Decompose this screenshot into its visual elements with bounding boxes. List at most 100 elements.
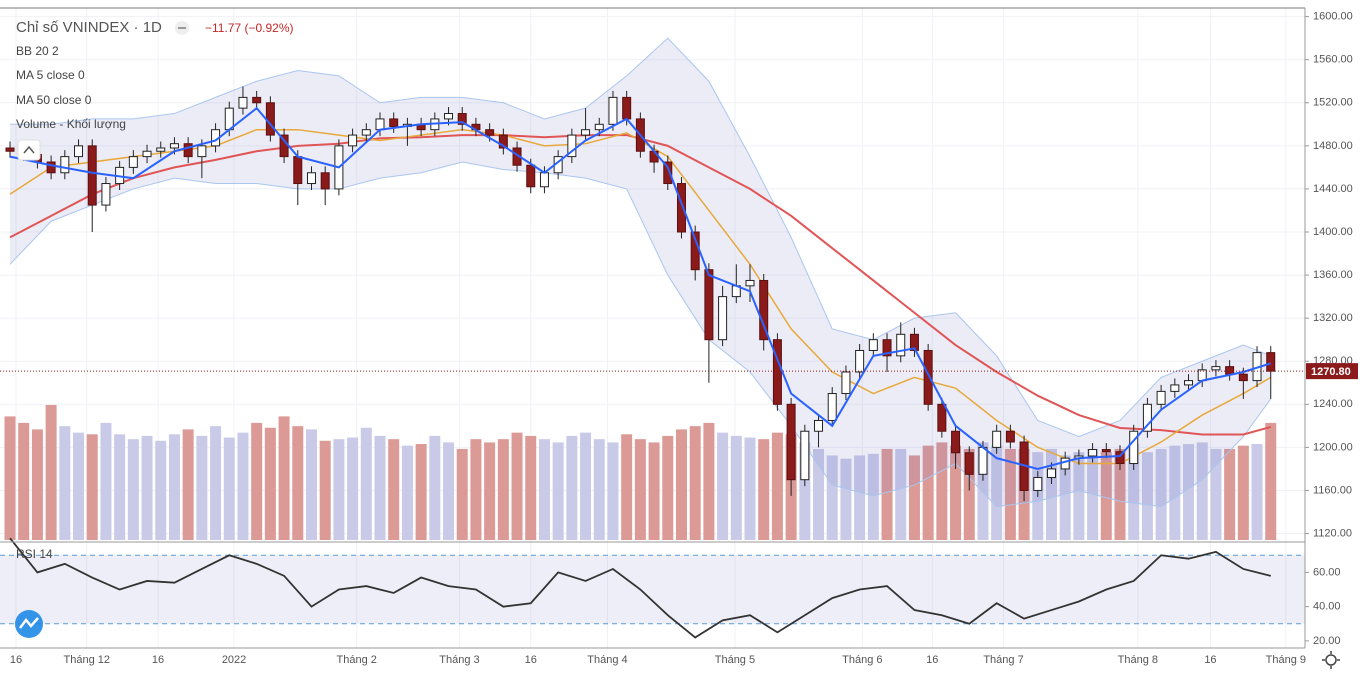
candle-body	[101, 183, 111, 206]
candle-body	[759, 279, 769, 341]
candle-body	[265, 102, 275, 136]
settings-button[interactable]	[1325, 654, 1337, 666]
candle-body	[622, 96, 632, 120]
candle-body	[896, 333, 906, 357]
candle-body	[1197, 369, 1207, 382]
bb-upper	[10, 37, 1271, 438]
volume-bar	[374, 435, 386, 540]
volume-bar	[100, 422, 112, 540]
y-tick-label: 1200.00	[1313, 441, 1353, 453]
volume-bar	[675, 429, 687, 540]
candle-body	[964, 452, 974, 475]
volume-bar	[867, 453, 879, 540]
candle-body	[142, 150, 152, 158]
candle-body	[704, 269, 714, 341]
volume-bar	[854, 455, 866, 540]
candle-body	[772, 339, 782, 405]
volume-bar	[251, 422, 263, 540]
volume-bar	[401, 445, 413, 540]
candle-body	[5, 147, 15, 152]
candle-body	[306, 172, 316, 185]
x-tick-label: Tháng 4	[587, 654, 627, 666]
volume-bar	[730, 435, 742, 540]
candle-body	[937, 403, 947, 432]
indicator-label: MA 5 close 0	[16, 68, 85, 82]
candle-body	[923, 349, 933, 405]
volume-bar	[484, 442, 496, 540]
volume-bar	[840, 458, 852, 540]
volume-bar	[881, 448, 893, 540]
x-tick-label: Tháng 7	[983, 654, 1023, 666]
candle-body	[594, 123, 604, 131]
candle-body	[978, 446, 988, 475]
volume-bar	[744, 437, 756, 540]
volume-bar	[963, 448, 975, 540]
candle-body	[1142, 403, 1152, 432]
x-tick-label: 16	[1204, 654, 1216, 666]
candle-body	[1088, 449, 1098, 457]
candle-body	[868, 339, 878, 351]
volume-bar	[388, 439, 400, 540]
candle-body	[375, 118, 385, 131]
volume-bar	[264, 427, 276, 540]
volume-bar	[223, 437, 235, 540]
candle-body	[348, 134, 358, 147]
volume-bar	[689, 426, 701, 540]
candle-body	[676, 183, 686, 233]
volume-bar	[1073, 452, 1085, 540]
candle-body	[841, 371, 851, 395]
ma5-line	[9, 106, 1272, 470]
volume-bar	[114, 434, 126, 540]
collapse-button[interactable]	[17, 139, 41, 161]
candle-body	[1046, 468, 1056, 479]
candle-body	[718, 296, 728, 341]
candle-body	[1170, 384, 1180, 392]
volume-bar	[703, 422, 715, 540]
candle-body	[1225, 366, 1235, 375]
volume-bar	[182, 429, 194, 540]
candle-body	[320, 172, 330, 190]
candle-body	[1238, 373, 1248, 382]
rsi-band-fill	[0, 555, 1305, 624]
x-tick-label: 16	[10, 654, 22, 666]
volume-bar	[607, 442, 619, 540]
candle-body	[498, 134, 508, 149]
x-tick-label: Tháng 9	[1266, 654, 1306, 666]
candle-body	[663, 161, 673, 185]
volume-bar	[1114, 448, 1126, 540]
volume-bar	[470, 439, 482, 540]
x-tick-label: Tháng 12	[64, 654, 110, 666]
candle-body	[60, 156, 70, 174]
volume-bar	[662, 435, 674, 540]
y-tick-label: 40.00	[1313, 601, 1341, 613]
y-tick-label: 1520.00	[1313, 97, 1353, 109]
indicator-label: BB 20 2	[16, 44, 59, 58]
y-tick-label: 1160.00	[1313, 484, 1352, 496]
volume-bar	[813, 448, 825, 540]
volume-bar	[1141, 452, 1153, 540]
candle-body	[183, 143, 193, 158]
volume-bar	[59, 426, 71, 540]
volume-bar	[1155, 448, 1167, 540]
volume-bar	[621, 434, 633, 540]
volume-bar	[319, 440, 331, 540]
candle-body	[87, 145, 97, 206]
volume-bar	[593, 439, 605, 540]
volume-bar	[237, 432, 249, 540]
x-tick-label: 2022	[222, 654, 246, 666]
volume-bar	[771, 432, 783, 540]
x-tick-label: Tháng 8	[1118, 654, 1158, 666]
y-tick-label: 20.00	[1313, 635, 1341, 647]
y-tick-label: 60.00	[1313, 566, 1341, 578]
volume-bar	[1169, 445, 1181, 540]
candle-body	[74, 145, 84, 158]
status-dot-icon	[178, 27, 186, 29]
price-change: −11.77 (−0.92%)	[205, 21, 294, 35]
x-tick-label: Tháng 5	[715, 654, 755, 666]
volume-bar	[717, 432, 729, 540]
volume-bar	[360, 427, 372, 540]
volume-bar	[950, 445, 962, 540]
volume-bar	[799, 442, 811, 540]
volume-bar	[826, 455, 838, 540]
